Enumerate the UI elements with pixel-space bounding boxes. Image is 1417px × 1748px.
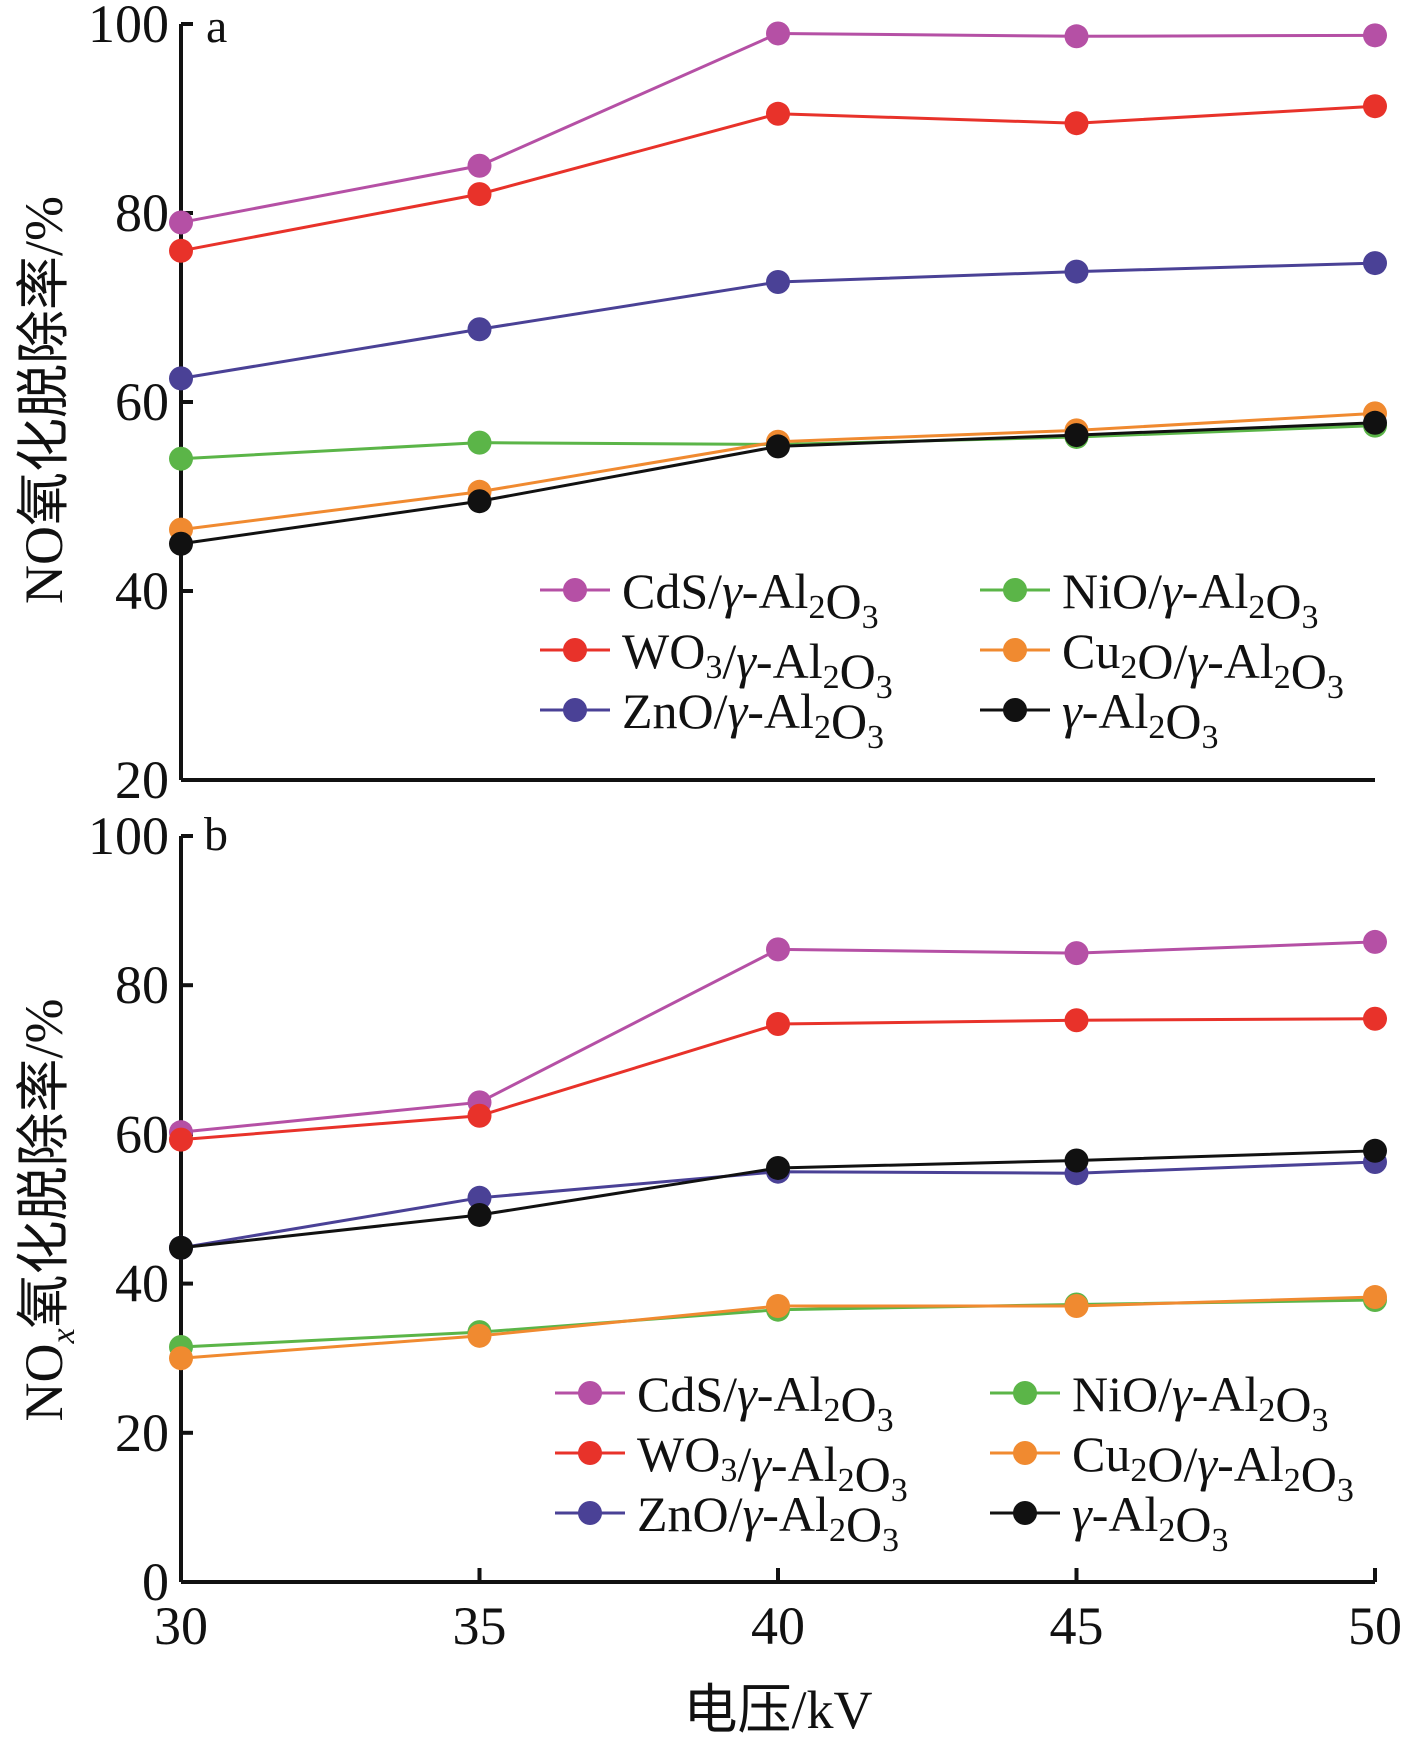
y-tick-label-b-40: 40 xyxy=(115,1254,169,1314)
legend-label-a-3: NiO/γ-Al2O3 xyxy=(1062,563,1319,636)
data-point-b-5-1 xyxy=(467,1202,492,1227)
y-tick-label-a-40: 40 xyxy=(115,561,169,621)
data-point-a-1-2 xyxy=(766,101,790,126)
axes-layer xyxy=(179,22,1377,1584)
legend-label-a-1: WO3/γ-Al2O3 xyxy=(622,623,893,706)
text-layer: 20 40 60 80 100 a 0 20 40 60 80 100 30 35 40 45 50 b NO氧化脱… xyxy=(14,0,1402,1740)
legend-marker-b-0 xyxy=(578,1381,602,1405)
series-layer xyxy=(169,21,1387,1371)
data-point-b-0-2 xyxy=(766,937,790,962)
data-point-a-5-1 xyxy=(467,489,492,514)
legend-label-b-1: WO3/γ-Al2O3 xyxy=(637,1426,908,1509)
legend-marker-a-0 xyxy=(563,578,587,602)
legend-label-a-5: γ-Al2O3 xyxy=(1062,683,1218,756)
data-point-a-0-3 xyxy=(1064,24,1089,49)
y-tick-label-b-80: 80 xyxy=(115,955,169,1015)
data-point-b-1-4 xyxy=(1363,1006,1387,1031)
data-point-b-5-0 xyxy=(169,1235,193,1260)
data-point-a-2-0 xyxy=(169,366,193,391)
data-point-a-5-4 xyxy=(1363,410,1387,435)
legend-marker-b-5 xyxy=(1013,1501,1037,1525)
y-tick-label-b-60: 60 xyxy=(115,1104,169,1164)
legend-label-a-2: ZnO/γ-Al2O3 xyxy=(622,683,884,756)
y-tick-label-b-100: 100 xyxy=(88,806,169,866)
data-point-a-3-0 xyxy=(169,446,193,471)
data-point-b-4-0 xyxy=(169,1346,193,1371)
data-point-a-5-3 xyxy=(1064,423,1089,448)
legend-marker-b-4 xyxy=(1013,1441,1037,1465)
legend-label-a-4: Cu2O/γ-Al2O3 xyxy=(1062,623,1344,706)
legend-marker-a-4 xyxy=(1003,638,1027,662)
legend-marker-a-2 xyxy=(563,698,587,722)
data-point-b-0-3 xyxy=(1064,941,1089,966)
data-point-b-4-4 xyxy=(1363,1285,1387,1310)
data-point-a-0-0 xyxy=(169,210,193,235)
data-point-a-1-3 xyxy=(1064,111,1089,136)
data-point-a-2-2 xyxy=(766,269,790,294)
x-tick-label-50: 50 xyxy=(1348,1596,1402,1656)
data-point-a-2-1 xyxy=(467,317,492,342)
data-point-a-0-2 xyxy=(766,21,790,46)
data-point-a-5-2 xyxy=(766,434,790,459)
data-point-b-0-4 xyxy=(1363,929,1387,954)
legend-label-b-3: NiO/γ-Al2O3 xyxy=(1072,1366,1329,1439)
data-point-b-1-3 xyxy=(1064,1008,1089,1033)
legend-label-b-4: Cu2O/γ-Al2O3 xyxy=(1072,1426,1354,1509)
x-axis-title: 电压/kV xyxy=(684,1680,873,1740)
x-tick-label-30: 30 xyxy=(154,1596,208,1656)
y-tick-label-b-0: 0 xyxy=(142,1552,169,1612)
y-axis-title-a: NO氧化脱除率/% xyxy=(14,196,74,604)
data-point-a-2-3 xyxy=(1064,259,1089,284)
legend-marker-a-3 xyxy=(1003,578,1027,602)
y-tick-label-a-60: 60 xyxy=(115,372,169,432)
data-point-b-5-4 xyxy=(1363,1138,1387,1163)
data-point-a-1-0 xyxy=(169,238,193,263)
data-point-b-2-1 xyxy=(467,1185,492,1210)
data-point-a-5-0 xyxy=(169,531,193,556)
legend-label-b-5: γ-Al2O3 xyxy=(1072,1486,1228,1559)
legend-layer: CdS/γ-Al2O3WO3/γ-Al2O3ZnO/γ-Al2O3NiO/γ-A… xyxy=(540,563,1354,1559)
y-tick-label-a-100: 100 xyxy=(88,0,169,54)
y-tick-label-b-20: 20 xyxy=(115,1403,169,1463)
legend-marker-a-1 xyxy=(563,638,587,662)
data-point-a-3-1 xyxy=(467,430,492,455)
series-line-b-1 xyxy=(180,1017,1376,1142)
legend-marker-a-5 xyxy=(1003,698,1027,722)
data-point-a-0-1 xyxy=(467,153,492,178)
y-axis-title-b: NOx氧化脱除率/% xyxy=(14,998,82,1421)
data-point-a-0-4 xyxy=(1363,23,1387,48)
legend-marker-b-3 xyxy=(1013,1381,1037,1405)
data-point-b-4-2 xyxy=(766,1293,790,1318)
data-point-b-1-1 xyxy=(467,1103,492,1128)
legend-label-b-0: CdS/γ-Al2O3 xyxy=(637,1366,894,1439)
x-tick-label-35: 35 xyxy=(453,1596,507,1656)
data-point-b-4-1 xyxy=(467,1323,492,1348)
legend-marker-b-1 xyxy=(578,1441,602,1465)
series-line-b-0 xyxy=(180,940,1376,1134)
series-line-a-1 xyxy=(180,104,1376,253)
data-point-a-1-4 xyxy=(1363,94,1387,119)
x-tick-label-40: 40 xyxy=(751,1596,805,1656)
panel-label-b: b xyxy=(204,808,228,861)
panel-label-a: a xyxy=(206,0,227,53)
data-point-b-5-3 xyxy=(1064,1148,1089,1173)
series-line-a-0 xyxy=(180,31,1376,224)
data-point-b-4-3 xyxy=(1064,1293,1089,1318)
legend-marker-b-2 xyxy=(578,1501,602,1525)
data-point-a-1-1 xyxy=(467,182,492,207)
legend-label-b-2: ZnO/γ-Al2O3 xyxy=(637,1486,899,1559)
data-point-a-2-4 xyxy=(1363,251,1387,276)
y-tick-label-a-20: 20 xyxy=(115,750,169,810)
y-tick-label-a-80: 80 xyxy=(115,183,169,243)
data-point-b-1-2 xyxy=(766,1011,790,1036)
data-point-b-1-0 xyxy=(169,1127,193,1152)
x-tick-label-45: 45 xyxy=(1050,1596,1104,1656)
data-point-b-5-2 xyxy=(766,1155,790,1180)
legend-label-a-0: CdS/γ-Al2O3 xyxy=(622,563,879,636)
